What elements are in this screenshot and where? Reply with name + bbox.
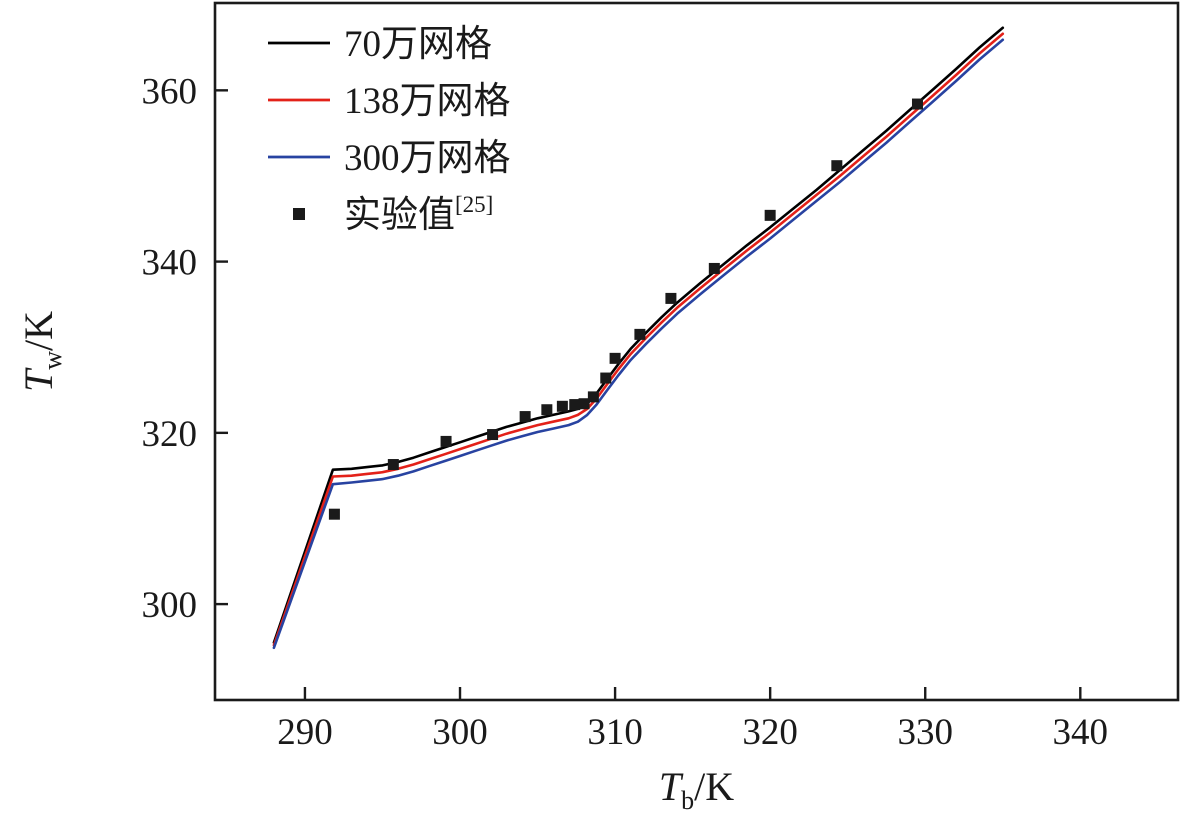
scatter-point [609,352,621,364]
plot-frame [213,1,1180,702]
x-tick-label: 310 [587,712,643,753]
scatter-point [487,429,499,441]
scatter-point [578,398,590,410]
y-tick-label: 360 [142,71,198,112]
legend-label: 300万网格 [344,137,511,179]
series-line-2 [272,38,1005,650]
y-tick-label: 300 [142,585,198,626]
scatter-point [569,399,581,411]
x-tick-label: 320 [742,712,798,753]
scatter-point [519,411,531,423]
scatter-point [328,508,340,520]
x-tick-label: 340 [1053,712,1109,753]
x-axis-title: Tb/K [659,764,734,815]
legend-label: 138万网格 [344,80,511,122]
y-tick-label: 340 [142,243,198,284]
scatter-point [634,328,646,340]
x-tick-label: 330 [897,712,953,753]
scatter-point [387,459,399,471]
scatter-point [708,262,720,274]
scatter-point [831,160,843,172]
scatter-point [665,292,677,304]
legend-swatch-marker [293,208,305,220]
x-tick-label: 300 [432,712,488,753]
y-axis-title: Tw/K [16,311,67,392]
scatter-point [911,98,923,110]
series-line-1 [272,32,1005,647]
series-line-0 [272,26,1005,644]
scatter-point [600,372,612,384]
scatter-point [764,209,776,221]
y-tick-label: 320 [142,414,198,455]
legend-label: 实验值[25] [344,192,493,236]
x-tick-label: 290 [277,712,333,753]
scatter-point [587,391,599,403]
scatter-point [556,400,568,412]
scatter-point [440,435,452,447]
scatter-point [541,404,553,416]
legend-label: 70万网格 [344,23,492,65]
